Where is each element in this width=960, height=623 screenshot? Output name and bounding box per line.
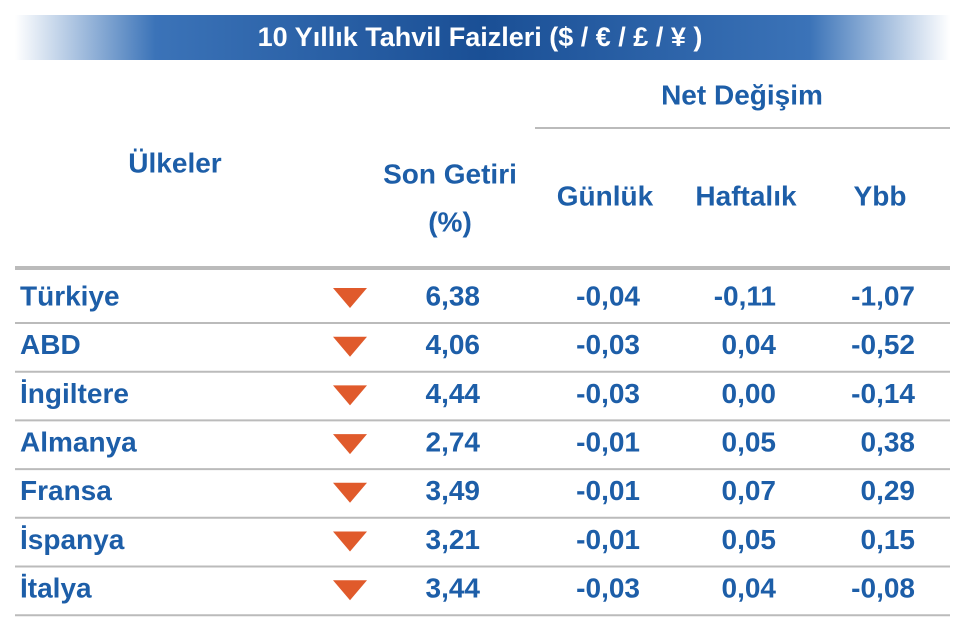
- down-arrow: [333, 580, 367, 601]
- cell-value: 4,06: [426, 329, 481, 360]
- country: İngiltere: [20, 378, 129, 409]
- cell-value: -1,07: [851, 280, 915, 311]
- cell-value: 2,74: [426, 426, 481, 457]
- cell-value: -0,03: [576, 573, 640, 604]
- cell-value: 3,21: [426, 524, 481, 555]
- title: 10 Yıllık Tahvil Faizleri ($ / € / £ / ¥…: [258, 22, 703, 52]
- cell-value: -0,03: [576, 329, 640, 360]
- column-header: Günlük: [557, 180, 654, 211]
- column-header: Ybb: [854, 180, 907, 211]
- cell-value: -0,08: [851, 573, 915, 604]
- column-header: (%): [428, 206, 472, 237]
- down-arrow: [333, 434, 367, 455]
- cell-value: 6,38: [426, 280, 481, 311]
- cell-value: 0,04: [722, 329, 777, 360]
- cell-value: -0,11: [714, 280, 776, 311]
- down-arrow: [333, 482, 367, 503]
- cell-value: 0,07: [722, 475, 777, 506]
- column-header: Son Getiri: [383, 158, 517, 189]
- cell-value: 3,49: [426, 475, 481, 506]
- country: Türkiye: [20, 280, 120, 311]
- cell-value: -0,01: [576, 524, 640, 555]
- cell-value: 0,05: [722, 524, 777, 555]
- country: Almanya: [20, 426, 137, 457]
- down-arrow: [333, 288, 367, 308]
- column-header: Ülkeler: [128, 147, 221, 178]
- table-body: Türkiye 6,38 -0,04 -0,11 -1,07 ABD 4,06 -0,03 0,…: [15, 280, 950, 617]
- cell-value: 0,05: [722, 426, 777, 457]
- cell-value: 0,00: [722, 378, 777, 409]
- cell-value: -0,01: [576, 475, 640, 506]
- title-banner: [15, 15, 950, 60]
- down-arrow: [333, 336, 367, 357]
- cell-value: 0,29: [861, 475, 916, 506]
- column-header: Haftalık: [695, 180, 797, 211]
- down-arrow: [333, 385, 367, 406]
- cell-value: -0,01: [576, 426, 640, 457]
- country: ABD: [20, 329, 81, 360]
- country: Fransa: [20, 475, 112, 506]
- cell-value: 0,15: [861, 524, 916, 555]
- cell-value: -0,52: [851, 329, 915, 360]
- country: İtalya: [20, 573, 92, 604]
- cell-value: 3,44: [426, 573, 481, 604]
- cell-value: 4,44: [426, 378, 481, 409]
- cell-value: 0,38: [861, 426, 916, 457]
- cell-value: -0,14: [851, 378, 915, 409]
- country: İspanya: [20, 524, 125, 555]
- cell-value: -0,04: [576, 280, 640, 311]
- cell-value: -0,03: [576, 378, 640, 409]
- down-arrow: [333, 531, 367, 552]
- group-header: Net Değişim: [661, 79, 823, 110]
- cell-value: 0,04: [722, 573, 777, 604]
